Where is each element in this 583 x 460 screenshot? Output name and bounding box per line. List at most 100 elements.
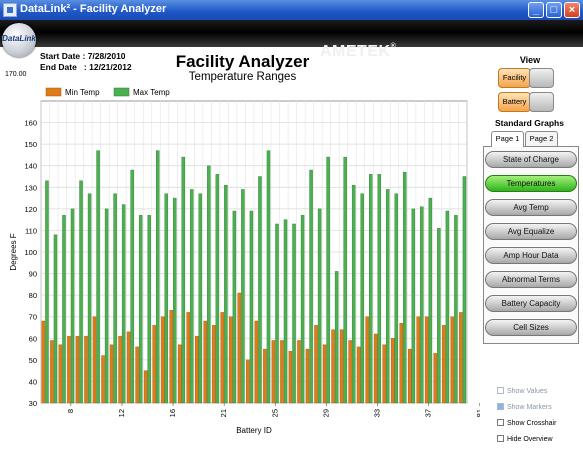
show-markers-option[interactable]: Show Markers (497, 402, 552, 414)
max-temp-bar (292, 223, 296, 404)
chart-title: Facility Analyzer (175, 52, 310, 71)
facility-toggle[interactable]: Facility (498, 68, 558, 88)
max-temp-bar (334, 271, 339, 404)
battery-switch[interactable] (529, 92, 554, 112)
facility-switch[interactable] (529, 68, 554, 88)
max-temp-bar (317, 208, 322, 404)
min-temp-bar (280, 340, 284, 404)
hide-overview-label: Hide Overview (507, 436, 553, 443)
min-temp-bar (442, 325, 446, 404)
max-temp-bar (368, 174, 373, 404)
y-tick-label: 160 (24, 119, 37, 128)
max-temp-bar (53, 234, 58, 404)
min-temp-bar (67, 335, 71, 404)
x-tick-label: 21 (219, 409, 228, 417)
max-temp-bar (462, 176, 467, 404)
app-icon (3, 3, 17, 17)
min-temp-bar (41, 320, 46, 404)
min-temp-bar (109, 344, 114, 404)
close-button[interactable]: × (564, 2, 580, 18)
max-temp-bar (454, 215, 458, 404)
y-axis-label: Degrees F (9, 233, 18, 270)
y-tick-label: 80 (29, 291, 37, 300)
show-markers-checkbox[interactable] (497, 402, 504, 410)
max-temp-bar (224, 184, 228, 404)
y-tick-label: 90 (29, 270, 37, 279)
min-temp-bar (288, 351, 293, 404)
max-temp-bar (79, 180, 83, 404)
state-of-charge-button[interactable]: State of Charge (485, 151, 577, 168)
x-tick-label: 8 (66, 409, 75, 413)
max-temp-bar (215, 174, 220, 404)
y-tick-label: 140 (24, 162, 37, 171)
max-temp-bar (360, 193, 364, 404)
max-temp-bar (155, 150, 160, 404)
show-values-option[interactable]: Show Values (497, 386, 547, 398)
show-crosshair-checkbox[interactable] (497, 418, 504, 426)
x-tick-label: 29 (321, 409, 330, 417)
max-temp-bar (121, 204, 126, 404)
maximize-button[interactable]: □ (546, 2, 562, 18)
min-temp-bar (169, 310, 173, 404)
max-temp-bar (45, 180, 49, 404)
avg-equalize-button[interactable]: Avg Equalize (485, 223, 577, 240)
max-temp-bar (275, 223, 279, 404)
max-temp-bar (403, 171, 407, 404)
datalink-logo: DataLink (2, 23, 36, 57)
battery-toggle[interactable]: Battery (498, 92, 558, 112)
show-crosshair-option[interactable]: Show Crosshair (497, 418, 557, 430)
show-values-checkbox[interactable] (497, 386, 504, 394)
abnormal-terms-button[interactable]: Abnormal Terms (485, 271, 577, 288)
y-tick-label: 130 (24, 183, 37, 192)
tab-page-1[interactable]: Page 1 (491, 131, 524, 147)
min-temp-bar (186, 312, 190, 404)
y-tick-label: 50 (29, 356, 37, 365)
min-temp-bar (58, 344, 63, 404)
y-tick-label: 30 (29, 399, 37, 408)
max-temp-bar (232, 210, 237, 404)
legend-swatch (113, 87, 130, 97)
start-date: Start Date : 7/28/2010 (40, 51, 126, 61)
x-tick-label: 81 (475, 409, 480, 417)
avg-temp-button[interactable]: Avg Temp (485, 199, 577, 216)
view-heading: View (519, 55, 541, 65)
min-temp-bar (373, 333, 378, 404)
min-temp-bar (160, 316, 165, 404)
max-temp-bar (70, 208, 75, 404)
hide-overview-checkbox[interactable] (497, 434, 504, 442)
amp-hour-data-button[interactable]: Amp Hour Data (485, 247, 577, 264)
x-tick-label: 12 (117, 409, 126, 417)
min-temp-bar (92, 316, 97, 404)
y-tick-label: 100 (24, 248, 37, 257)
y-tick-label: 110 (25, 226, 37, 235)
min-temp-bar (348, 340, 352, 404)
max-temp-bar (181, 156, 186, 404)
cell-sizes-button[interactable]: Cell Sizes (485, 319, 577, 336)
max-temp-bar (87, 193, 92, 404)
y-tick-label: 40 (29, 377, 37, 386)
max-temp-bar (190, 189, 194, 404)
minimize-button[interactable]: _ (528, 2, 544, 18)
min-temp-bar (135, 346, 139, 404)
tab-page-2[interactable]: Page 2 (525, 131, 558, 146)
min-temp-bar (271, 340, 276, 404)
max-temp-bar (249, 210, 254, 404)
battery-capacity-button[interactable]: Battery Capacity (485, 295, 577, 312)
min-temp-bar (126, 331, 131, 404)
battery-label: Battery (498, 92, 531, 112)
min-temp-bar (118, 335, 122, 404)
hide-overview-option[interactable]: Hide Overview (497, 434, 553, 446)
max-temp-bar (420, 206, 424, 404)
show-crosshair-label: Show Crosshair (507, 420, 557, 427)
max-temp-bar (104, 208, 109, 404)
min-temp-bar (433, 353, 438, 404)
min-temp-bar (220, 312, 225, 404)
min-temp-bar (356, 346, 361, 404)
min-temp-bar (203, 320, 207, 404)
min-temp-bar (254, 320, 259, 404)
min-temp-bar (416, 316, 420, 404)
legend-label: Max Temp (133, 88, 170, 97)
temperatures-button[interactable]: Temperatures (485, 175, 577, 192)
min-temp-bar (50, 340, 54, 404)
x-tick-label: 25 (270, 409, 279, 417)
